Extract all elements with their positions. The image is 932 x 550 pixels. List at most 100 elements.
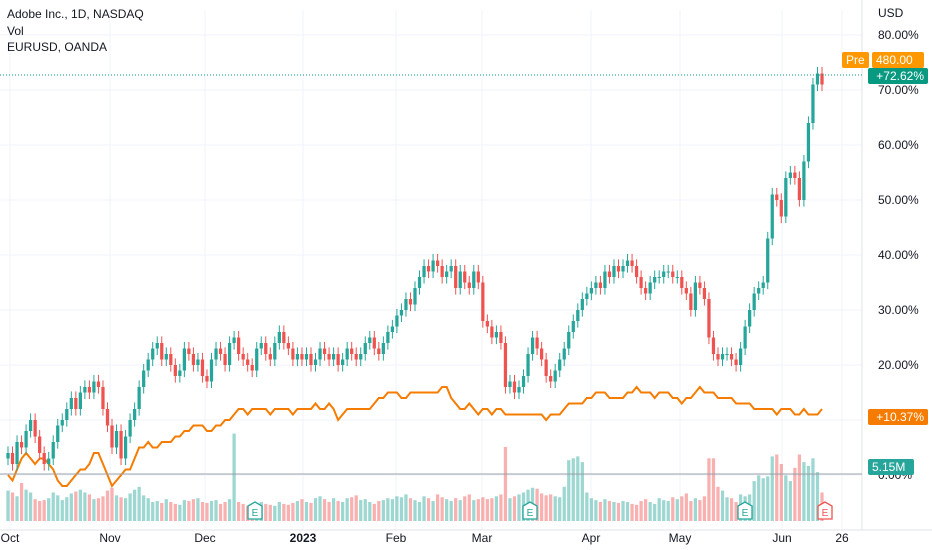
candle-body — [250, 365, 254, 371]
volume-bar — [368, 502, 372, 521]
candle-body — [372, 337, 376, 349]
volume-bar — [155, 501, 159, 521]
earnings-marker-label: E — [822, 508, 829, 519]
volume-bar — [209, 501, 214, 521]
y-tick-label: 30.00% — [878, 303, 919, 317]
volume-bar — [74, 491, 78, 521]
volume-bar — [182, 500, 186, 521]
volume-bar — [322, 499, 327, 521]
candle-body — [535, 337, 539, 349]
chart-title[interactable]: Adobe Inc., 1D, NASDAQ — [7, 7, 144, 21]
volume-bar — [345, 498, 349, 521]
adbe-change-badge: +72.62% — [868, 68, 928, 84]
candle-body — [282, 332, 286, 343]
candle-body — [612, 266, 616, 277]
eurusd-change-badge: +10.37% — [868, 409, 928, 425]
volume-bar — [56, 495, 60, 521]
candle-body — [87, 387, 92, 393]
compare-symbol-legend[interactable]: EURUSD, OANDA — [7, 40, 108, 54]
volume-bar — [128, 493, 132, 521]
volume-bar — [331, 498, 336, 521]
volume-bar — [87, 494, 92, 521]
earnings-marker — [737, 501, 753, 520]
volume-bar — [363, 499, 367, 521]
volume-bar — [146, 498, 150, 521]
candle-body — [196, 359, 200, 365]
volume-bar — [494, 496, 499, 521]
candle-body — [313, 359, 318, 365]
volume-bar — [101, 496, 105, 521]
volume-bar — [164, 499, 168, 521]
candle-body — [395, 315, 399, 327]
candle-body — [571, 321, 575, 332]
candle-body — [74, 398, 78, 409]
volume-bar — [386, 498, 390, 521]
candle-body — [51, 442, 55, 459]
volume-bar — [105, 490, 110, 521]
candle-body — [454, 266, 458, 288]
currency-label[interactable]: USD — [878, 6, 904, 20]
volume-bar — [142, 495, 146, 521]
volume-bar — [422, 496, 426, 521]
volume-bar — [770, 456, 774, 521]
candle-body — [241, 354, 245, 360]
volume-bar — [603, 499, 607, 521]
volume-bar — [680, 496, 684, 521]
candle-body — [191, 354, 196, 365]
volume-bar — [648, 502, 652, 521]
volume-bar — [214, 500, 218, 521]
candle-body — [512, 381, 517, 393]
volume-value-badge: 5.15M — [868, 459, 914, 475]
volume-bar — [381, 500, 385, 521]
volume-bar — [467, 494, 471, 521]
candle-body — [137, 387, 141, 409]
premarket-price-badge: 480.00 — [872, 52, 924, 68]
candle-body — [689, 293, 693, 310]
volume-bar — [78, 489, 82, 521]
candle-body — [621, 266, 625, 272]
candle-body — [693, 282, 698, 310]
volume-bar — [797, 454, 802, 521]
volume-bar — [431, 501, 435, 521]
candle-body — [711, 337, 716, 354]
candle-body — [164, 354, 168, 360]
candle-body — [738, 348, 743, 365]
volume-bar — [160, 502, 164, 521]
candle-body — [422, 266, 426, 277]
volume-bar — [218, 503, 223, 521]
candle-body — [69, 398, 73, 409]
candle-body — [160, 343, 164, 360]
y-tick-label: 40.00% — [878, 248, 919, 262]
candle-body — [485, 321, 489, 327]
candle-body — [200, 359, 205, 376]
candle-body — [702, 288, 707, 299]
candle-body — [662, 271, 666, 277]
candle-body — [716, 354, 720, 360]
volume-bar — [693, 498, 698, 521]
candle-body — [291, 348, 295, 360]
volume-legend[interactable]: Vol — [7, 24, 24, 38]
candle-body — [526, 354, 530, 376]
candle-body — [748, 310, 752, 327]
candle-body — [671, 271, 675, 277]
candle-body — [499, 332, 503, 343]
candle-body — [463, 271, 467, 283]
candle-body — [644, 288, 648, 294]
candle-body — [404, 299, 408, 310]
candle-body — [775, 194, 779, 200]
candle-body — [630, 260, 634, 266]
volume-bar — [639, 501, 643, 521]
volume-bar — [485, 499, 489, 521]
candle-body — [666, 271, 670, 273]
candle-body — [155, 343, 159, 349]
volume-bar — [775, 454, 779, 521]
volume-bar — [6, 490, 10, 521]
volume-bar — [295, 501, 300, 521]
volume-bar — [567, 460, 571, 521]
candle-body — [214, 348, 218, 360]
volume-bar — [671, 497, 675, 521]
candle-body — [445, 271, 449, 277]
volume-bar — [114, 495, 119, 521]
candle-body — [255, 348, 259, 371]
